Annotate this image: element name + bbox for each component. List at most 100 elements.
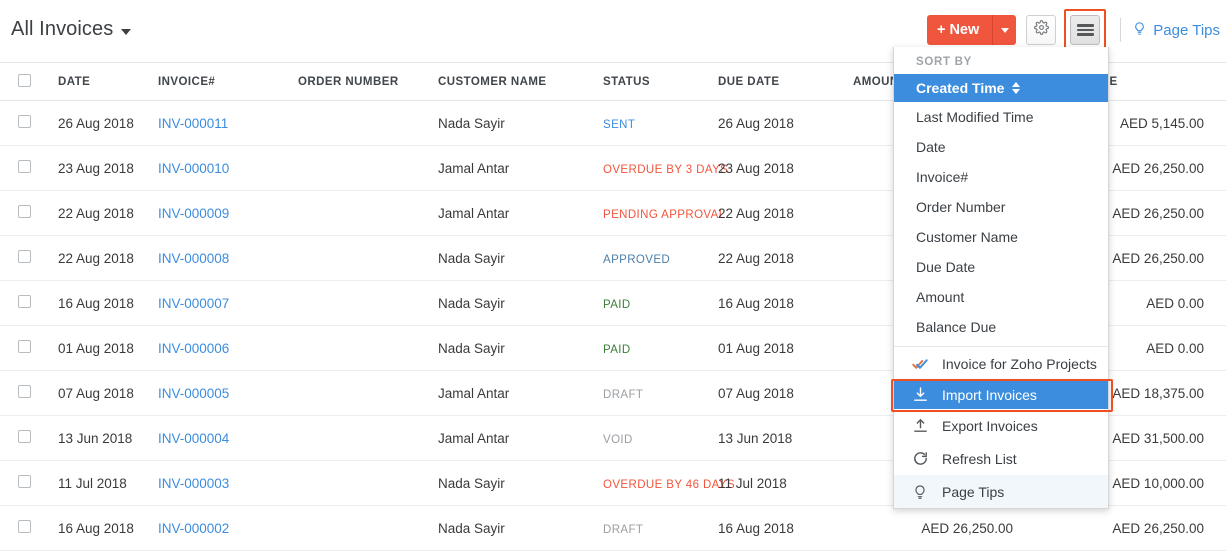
row-checkbox[interactable]: [18, 430, 31, 443]
menu-sort-item[interactable]: Amount: [894, 282, 1108, 312]
cell-invoice-number: INV-000008: [158, 235, 298, 281]
refresh-icon: [910, 450, 930, 467]
lightbulb-icon: [910, 483, 930, 501]
page-tips-link[interactable]: Page Tips: [1132, 20, 1220, 41]
invoice-link[interactable]: INV-000005: [158, 385, 230, 401]
menu-sort-item[interactable]: Date: [894, 132, 1108, 162]
cell-invoice-number: INV-000011: [158, 100, 298, 146]
row-checkbox[interactable]: [18, 295, 31, 308]
invoice-link[interactable]: INV-000002: [158, 520, 230, 536]
new-button[interactable]: + New: [926, 15, 993, 45]
cell-date: 13 Jun 2018: [58, 415, 158, 461]
menu-action-item-label: Page Tips: [942, 483, 1005, 500]
cell-customer-name: Nada Sayir: [438, 460, 603, 506]
cell-amount: AED 26,250.00: [853, 505, 1029, 551]
table-row[interactable]: 13 Jun 2018 INV-000004 Jamal Antar VOID 13 J…: [0, 415, 1226, 461]
row-checkbox[interactable]: [18, 205, 31, 218]
cell-invoice-number: INV-000002: [158, 505, 298, 551]
column-header-status[interactable]: STATUS: [603, 63, 718, 101]
cell-status: PAID: [603, 325, 718, 371]
invoice-link[interactable]: INV-000007: [158, 295, 230, 311]
menu-sort-item[interactable]: Balance Due: [894, 312, 1108, 342]
invoice-link[interactable]: INV-000009: [158, 205, 230, 221]
menu-action-item[interactable]: Import Invoices: [894, 380, 1108, 409]
column-header-due-date[interactable]: DUE DATE: [718, 63, 853, 101]
cell-customer-name: Nada Sayir: [438, 235, 603, 281]
menu-action-item[interactable]: Invoice for Zoho Projects: [894, 347, 1108, 380]
cell-due-date: 23 Aug 2018: [718, 145, 853, 191]
cell-due-date: 01 Aug 2018: [718, 325, 853, 371]
more-actions-button[interactable]: [1070, 15, 1101, 45]
cell-order-number: [298, 190, 438, 236]
cell-date: 23 Aug 2018: [58, 145, 158, 191]
menu-sort-item[interactable]: Created Time: [894, 74, 1108, 102]
gear-icon: [1033, 20, 1049, 40]
status-badge: PAID: [603, 343, 631, 356]
row-select-cell: [0, 100, 58, 146]
cell-customer-name: Nada Sayir: [438, 325, 603, 371]
column-header-date[interactable]: DATE: [58, 63, 158, 101]
cell-status: PENDING APPROVAL: [603, 190, 725, 236]
cell-invoice-number: INV-000005: [158, 370, 298, 416]
view-selector[interactable]: All Invoices: [11, 18, 132, 41]
table-row[interactable]: 16 Aug 2018 INV-000002 Nada Sayir DRAFT 16 A…: [0, 505, 1226, 551]
cell-customer-name: Jamal Antar: [438, 190, 603, 236]
menu-sort-item-label: Invoice#: [916, 169, 969, 185]
cell-status: VOID: [603, 415, 718, 461]
cell-due-date: 11 Jul 2018: [718, 460, 853, 506]
row-select-cell: [0, 370, 58, 416]
menu-action-list: Invoice for Zoho Projects Import Invoices…: [894, 347, 1108, 508]
row-checkbox[interactable]: [18, 160, 31, 173]
cell-due-date: 07 Aug 2018: [718, 370, 853, 416]
cell-customer-name: Nada Sayir: [438, 100, 603, 146]
invoice-link[interactable]: INV-000004: [158, 430, 230, 446]
cell-date: 22 Aug 2018: [58, 235, 158, 281]
menu-sort-item[interactable]: Invoice#: [894, 162, 1108, 192]
cell-due-date: 13 Jun 2018: [718, 415, 853, 461]
column-header-customer-name[interactable]: CUSTOMER NAME: [438, 63, 603, 101]
invoice-link[interactable]: INV-000003: [158, 475, 230, 491]
settings-button[interactable]: [1026, 15, 1057, 45]
row-checkbox[interactable]: [18, 475, 31, 488]
column-header-order-number[interactable]: ORDER NUMBER: [298, 63, 438, 101]
menu-sort-item[interactable]: Order Number: [894, 192, 1108, 222]
row-select-cell: [0, 235, 58, 281]
cell-status: OVERDUE BY 3 DAYS: [603, 145, 728, 191]
cell-order-number: [298, 280, 438, 326]
menu-action-item[interactable]: Export Invoices: [894, 409, 1108, 442]
menu-action-item[interactable]: Refresh List: [894, 442, 1108, 475]
menu-sort-item[interactable]: Customer Name: [894, 222, 1108, 252]
cell-order-number: [298, 235, 438, 281]
import-download-icon: [910, 386, 930, 403]
chevron-down-icon: [1000, 27, 1009, 33]
invoice-link[interactable]: INV-000010: [158, 160, 230, 176]
sort-direction-icon[interactable]: [1012, 82, 1021, 94]
invoice-link[interactable]: INV-000008: [158, 250, 230, 266]
row-checkbox[interactable]: [18, 250, 31, 263]
invoice-link[interactable]: INV-000011: [158, 115, 229, 131]
menu-sort-item[interactable]: Due Date: [894, 252, 1108, 282]
menu-sort-item-label: Customer Name: [916, 229, 1018, 245]
menu-action-item[interactable]: Page Tips: [894, 475, 1108, 508]
cell-order-number: [298, 145, 438, 191]
cell-status: SENT: [603, 100, 718, 146]
row-select-cell: [0, 460, 58, 506]
cell-due-date: 26 Aug 2018: [718, 100, 853, 146]
menu-action-item-label: Import Invoices: [942, 386, 1037, 403]
row-checkbox[interactable]: [18, 340, 31, 353]
select-all-checkbox[interactable]: [18, 73, 31, 87]
new-dropdown-button[interactable]: [992, 15, 1017, 45]
cell-status: OVERDUE BY 46 DAYS: [603, 460, 735, 506]
column-header-invoice-number[interactable]: INVOICE#: [158, 63, 298, 101]
cell-order-number: [298, 325, 438, 371]
row-checkbox[interactable]: [18, 385, 31, 398]
menu-sort-item[interactable]: Last Modified Time: [894, 102, 1108, 132]
top-header-bar: All Invoices + New: [0, 0, 1226, 63]
row-select-cell: [0, 145, 58, 191]
row-checkbox[interactable]: [18, 520, 31, 533]
cell-invoice-number: INV-000009: [158, 190, 298, 236]
invoice-link[interactable]: INV-000006: [158, 340, 230, 356]
hamburger-icon: [1076, 24, 1094, 36]
header-actions: + New: [926, 9, 1220, 51]
row-checkbox[interactable]: [18, 115, 31, 128]
